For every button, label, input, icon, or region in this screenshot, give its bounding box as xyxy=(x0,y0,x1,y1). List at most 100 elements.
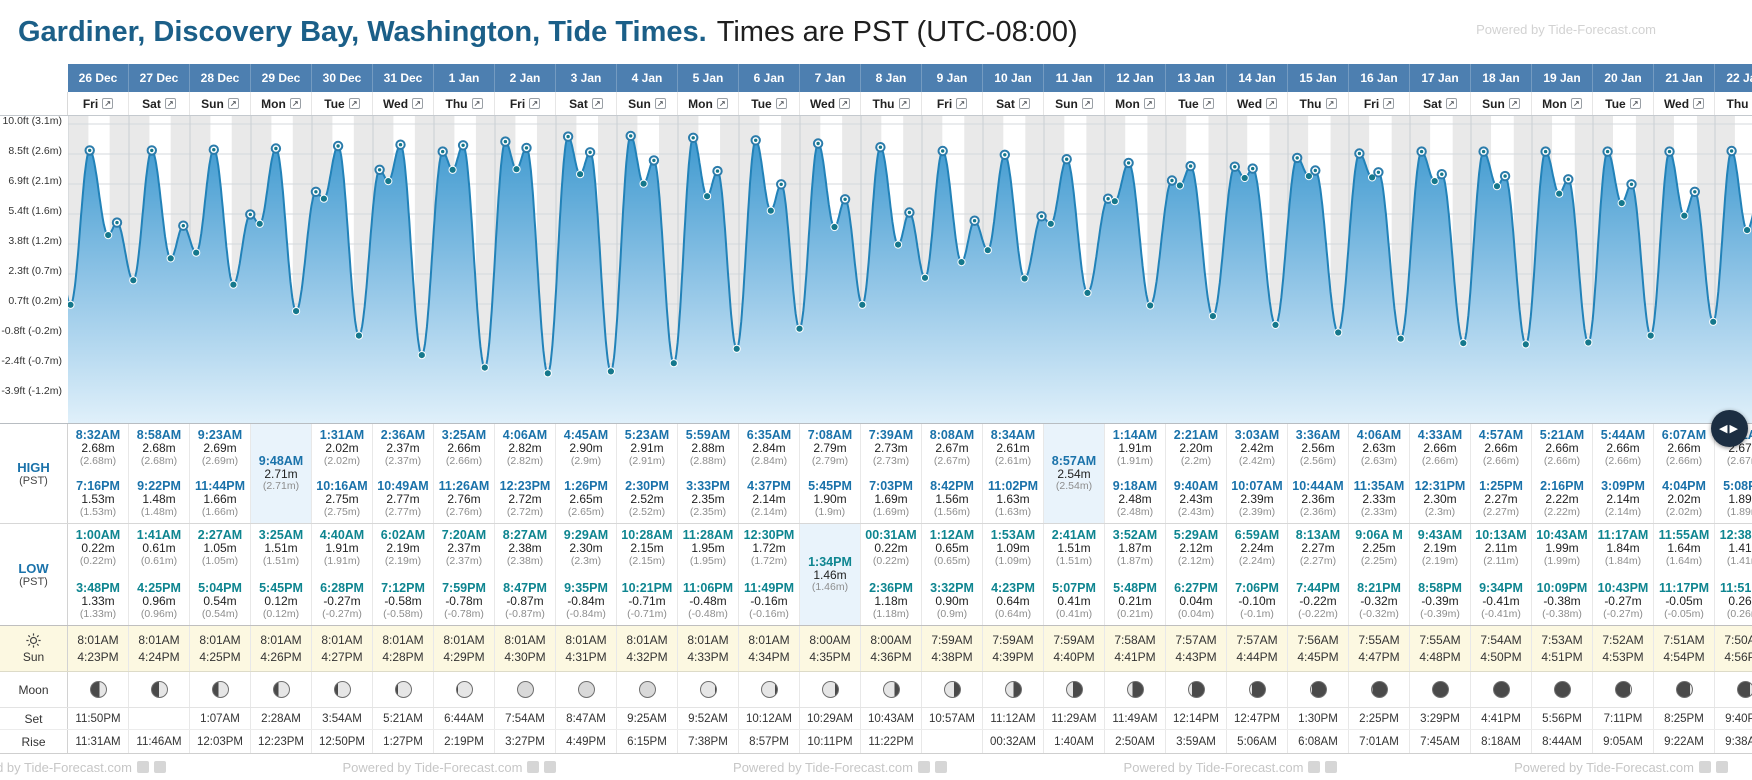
expand-day-icon[interactable]: ↗ xyxy=(102,98,114,109)
tide-time: 11:49PM xyxy=(743,581,795,596)
day-of-week-cell[interactable]: Thu↗ xyxy=(861,92,922,115)
day-of-week-cell[interactable]: Sun ↗ xyxy=(1471,92,1532,115)
tide-height-secondary: (2.66m) xyxy=(445,454,483,467)
tide-entry: 3:25AM 1.51m (1.51m) xyxy=(259,528,303,568)
tide-time: 1:34PM xyxy=(808,554,852,569)
day-of-week-cell[interactable]: Fri ↗ xyxy=(68,92,129,115)
moonset-time-cell: 12:47PM xyxy=(1227,708,1288,729)
tide-height: -0.84m xyxy=(567,594,605,609)
moonrise-time-cell: 7:38PM xyxy=(678,730,739,753)
expand-day-icon[interactable]: ↗ xyxy=(1629,98,1641,109)
tide-time: 10:07AM xyxy=(1231,479,1283,494)
low-tide-marker xyxy=(68,300,75,309)
day-of-week-cell[interactable]: Sun ↗ xyxy=(190,92,251,115)
low-tide-cell: 9:29AM 2.30m (2.3m) 9:35PM -0.84m (-0.84m) xyxy=(556,524,617,625)
day-of-week-cell[interactable]: Thu↗ xyxy=(1715,92,1752,115)
tide-height: 2.12m xyxy=(1179,541,1213,556)
high-tide-marker-dot xyxy=(524,146,529,150)
expand-day-icon[interactable]: ↗ xyxy=(471,98,483,109)
day-of-week-cell[interactable]: Tue ↗ xyxy=(1166,92,1227,115)
expand-day-icon[interactable]: ↗ xyxy=(1018,98,1030,109)
tide-time: 9:43AM xyxy=(1417,528,1463,542)
day-of-week-cell[interactable]: Fri ↗ xyxy=(922,92,983,115)
chart-scroll-handle[interactable]: ◀▶ xyxy=(1711,410,1748,447)
expand-day-icon[interactable]: ↗ xyxy=(164,98,176,109)
tide-height: 2.42m xyxy=(1240,441,1274,456)
moonset-time-cell: 3:29PM xyxy=(1410,708,1471,729)
tide-height: 2.43m xyxy=(1179,492,1213,507)
expand-day-icon[interactable]: ↗ xyxy=(1266,98,1278,109)
expand-day-icon[interactable]: ↗ xyxy=(1143,98,1155,109)
expand-day-icon[interactable]: ↗ xyxy=(654,98,666,109)
day-of-week-cell[interactable]: Tue ↗ xyxy=(1593,92,1654,115)
expand-day-icon[interactable]: ↗ xyxy=(529,98,541,109)
tide-time: 8:13AM xyxy=(1295,528,1341,542)
day-of-week-cell[interactable]: Mon ↗ xyxy=(251,92,312,115)
high-tide-marker-dot xyxy=(115,220,119,225)
expand-day-icon[interactable]: ↗ xyxy=(348,98,360,109)
moonset-time-cell: 11:29AM xyxy=(1044,708,1105,729)
expand-day-icon[interactable]: ↗ xyxy=(1081,98,1093,109)
tide-entry: 1:26PM 2.65m (2.65m) xyxy=(564,479,608,519)
expand-day-icon[interactable]: ↗ xyxy=(716,98,728,109)
day-of-week-cell[interactable]: Mon ↗ xyxy=(678,92,739,115)
day-of-week-cell[interactable]: Sun ↗ xyxy=(1044,92,1105,115)
day-of-week-cell[interactable]: Fri ↗ xyxy=(495,92,556,115)
day-of-week-cell[interactable]: Wed ↗ xyxy=(373,92,434,115)
low-tide-cell: 1:00AM 0.22m (0.22m) 3:48PM 1.33m (1.33m) xyxy=(68,524,129,625)
expand-day-icon[interactable]: ↗ xyxy=(1570,98,1582,109)
day-of-week-cell[interactable]: Sat ↗ xyxy=(129,92,190,115)
day-of-week-label: Tue xyxy=(1178,96,1199,111)
day-of-week-cell[interactable]: Fri ↗ xyxy=(1349,92,1410,115)
day-of-week-label: Thu xyxy=(445,96,468,111)
day-of-week-cell[interactable]: Sat ↗ xyxy=(983,92,1044,115)
tide-height-secondary: (-0.78m) xyxy=(444,608,484,621)
expand-day-icon[interactable]: ↗ xyxy=(1202,98,1214,109)
tide-time: 10:49AM xyxy=(377,479,429,494)
tide-time: 2:30PM xyxy=(625,479,669,494)
tide-height: 0.22m xyxy=(874,541,908,556)
tide-height-secondary: (0.54m) xyxy=(201,608,239,621)
low-tide-cell: 4:40AM 1.91m (1.91m) 6:28PM -0.27m (-0.27m) xyxy=(312,524,373,625)
sun-times-cell: 8:01AM 4:32PM xyxy=(617,626,678,671)
expand-day-icon[interactable]: ↗ xyxy=(775,98,787,109)
day-of-week-cell[interactable]: Wed ↗ xyxy=(1227,92,1288,115)
day-of-week-cell[interactable]: Wed ↗ xyxy=(1654,92,1715,115)
tide-height-secondary: (2.39m) xyxy=(1238,506,1276,519)
expand-day-icon[interactable]: ↗ xyxy=(227,98,239,109)
expand-day-icon[interactable]: ↗ xyxy=(1508,98,1520,109)
tide-height: 2.19m xyxy=(1423,541,1457,556)
date-header-cell: 15 Jan xyxy=(1288,64,1349,92)
expand-day-icon[interactable]: ↗ xyxy=(956,98,968,109)
expand-day-icon[interactable]: ↗ xyxy=(839,98,851,109)
day-of-week-cell[interactable]: Mon ↗ xyxy=(1105,92,1166,115)
high-tide-cell: 4:33AM 2.66m (2.66m) 12:31PM 2.30m (2.3m) xyxy=(1410,424,1471,523)
expand-day-icon[interactable]: ↗ xyxy=(1383,98,1395,109)
expand-day-icon[interactable]: ↗ xyxy=(898,98,910,109)
expand-day-icon[interactable]: ↗ xyxy=(1693,98,1705,109)
watermark-text: Powered by Tide-Forecast.com xyxy=(1123,759,1304,775)
day-of-week-cell[interactable]: Wed ↗ xyxy=(800,92,861,115)
expand-day-icon[interactable]: ↗ xyxy=(1445,98,1457,109)
day-of-week-cell[interactable]: Sat ↗ xyxy=(1410,92,1471,115)
day-of-week-cell[interactable]: Tue ↗ xyxy=(312,92,373,115)
day-of-week-cell[interactable]: Sat ↗ xyxy=(556,92,617,115)
moon-phase-cell xyxy=(739,672,800,707)
expand-day-icon[interactable]: ↗ xyxy=(289,98,301,109)
moon-phase-cell xyxy=(1654,672,1715,707)
expand-day-icon[interactable]: ↗ xyxy=(1325,98,1337,109)
sunrise-time: 7:55AM xyxy=(1358,633,1400,647)
day-of-week-cell[interactable]: Tue ↗ xyxy=(739,92,800,115)
day-of-week-cell[interactable]: Sun ↗ xyxy=(617,92,678,115)
day-of-week-cell[interactable]: Thu↗ xyxy=(434,92,495,115)
tide-time: 11:35AM xyxy=(1353,479,1405,494)
watermark-icon xyxy=(136,761,149,773)
tide-entry: 2:36AM 2.37m (2.37m) xyxy=(381,428,425,468)
expand-day-icon[interactable]: ↗ xyxy=(591,98,603,109)
expand-day-icon[interactable]: ↗ xyxy=(412,98,424,109)
tide-time: 5:45PM xyxy=(259,581,303,596)
day-of-week-cell[interactable]: Thu↗ xyxy=(1288,92,1349,115)
sunrise-time: 7:57AM xyxy=(1236,633,1278,647)
day-of-week-cell[interactable]: Mon ↗ xyxy=(1532,92,1593,115)
tide-height: 2.37m xyxy=(386,441,420,456)
